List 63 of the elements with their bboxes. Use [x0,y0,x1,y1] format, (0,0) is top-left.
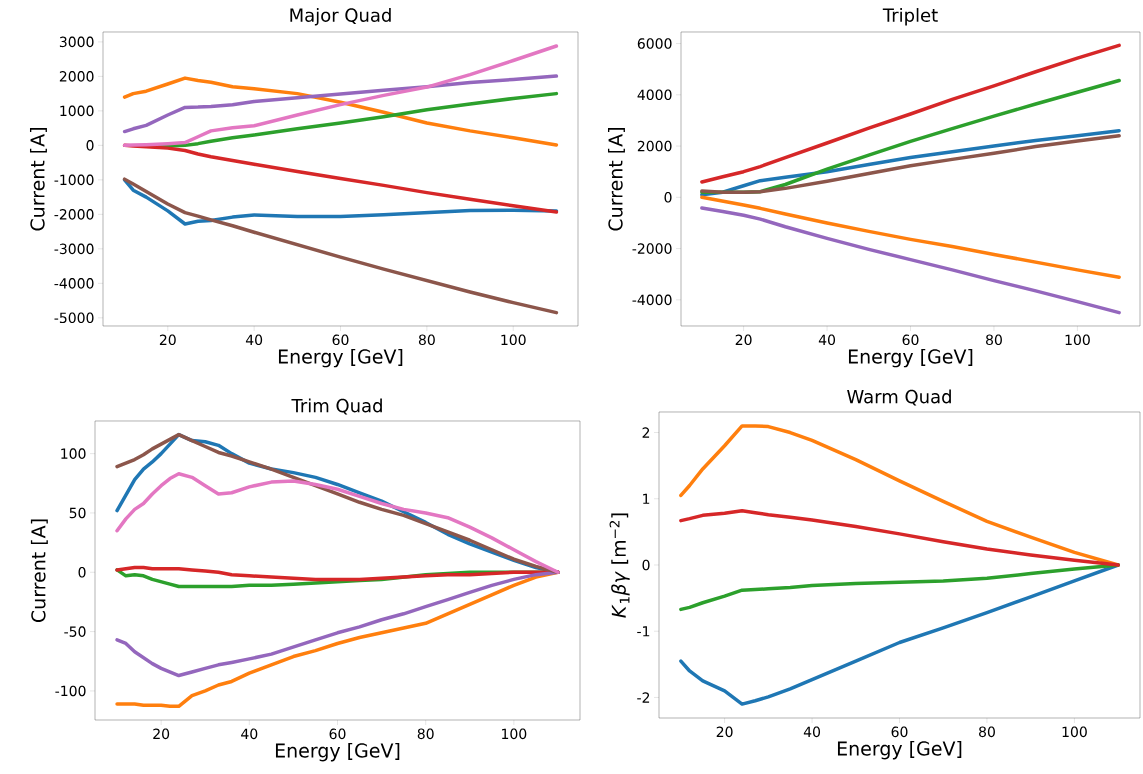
x-tick-label: 100 [501,334,526,346]
x-tick-label: 40 [241,728,258,740]
y-tick-label: 1000 [60,105,94,117]
x-tick-label: 80 [979,726,995,738]
x-tick-label: 40 [803,726,821,738]
x-tick-label: 20 [159,334,176,346]
y-tick-label: -1000 [54,174,94,186]
x-tick-label: 20 [735,334,752,346]
x-axis-title: Energy [GeV] [848,348,973,368]
x-tick-label: 80 [417,728,434,740]
x-tick-label: 60 [332,334,349,346]
y-tick-label: 0 [86,140,94,151]
x-tick-label: 20 [716,726,733,738]
y-tick-label: 0 [642,559,650,571]
x-tick-label: 40 [818,334,836,346]
x-tick-label: 80 [418,334,435,346]
y-tick-label: -2000 [54,209,94,220]
x-tick-label: 60 [891,726,908,738]
y-tick-label: -1 [637,626,650,637]
y-tick-label: 2 [642,427,650,438]
line-series [700,43,1121,184]
x-axis-title: Energy [GeV] [278,348,403,368]
x-tick-label: 60 [902,334,919,346]
chart-title: Trim Quad [291,398,382,415]
y-axis-title: Current [A] [30,519,48,623]
y-tick-label: -5000 [54,312,94,324]
y-tick-label: -2 [637,692,650,703]
y-tick-label: 6000 [637,38,672,49]
chart-title: Major Quad [290,8,391,26]
y-tick-label: 50 [69,507,86,519]
x-tick-label: 100 [1062,726,1087,738]
x-tick-label: 80 [986,334,1002,346]
y-tick-label: -50 [64,626,86,637]
y-tick-label: 0 [78,566,86,578]
y-tick-label: 100 [61,448,86,459]
x-tick-label: 100 [502,728,527,740]
y-tick-label: 2000 [637,140,672,152]
x-tick-label: 20 [153,728,170,740]
line-series [679,508,1120,567]
line-series [115,472,560,575]
y-axis-title: K$_{1}$βγ [m$^{−2}$] [609,513,630,618]
y-tick-label: 0 [664,192,672,203]
y-tick-label: -100 [55,685,86,697]
x-axis-title: Energy [GeV] [275,743,400,762]
y-tick-label: -4000 [54,278,94,289]
x-tick-label: 60 [329,728,346,740]
y-tick-label: 3000 [59,36,94,48]
x-axis-title: Energy [GeV] [837,740,962,760]
line-series [700,206,1121,315]
y-axis-title: Current [A] [29,128,47,231]
y-tick-label: -2000 [632,243,672,254]
y-tick-label: 2000 [59,71,94,82]
y-tick-label: 1 [643,493,650,504]
y-axis-title: Current [A] [607,128,625,231]
y-tick-label: 4000 [637,89,672,101]
chart-title: Triplet [882,8,938,26]
y-tick-label: -3000 [54,243,94,255]
x-tick-label: 40 [245,334,263,346]
x-tick-label: 100 [1065,334,1090,346]
chart-title: Warm Quad [847,389,951,406]
y-tick-label: -4000 [632,294,672,306]
line-series [122,76,559,147]
line-series [122,44,559,148]
